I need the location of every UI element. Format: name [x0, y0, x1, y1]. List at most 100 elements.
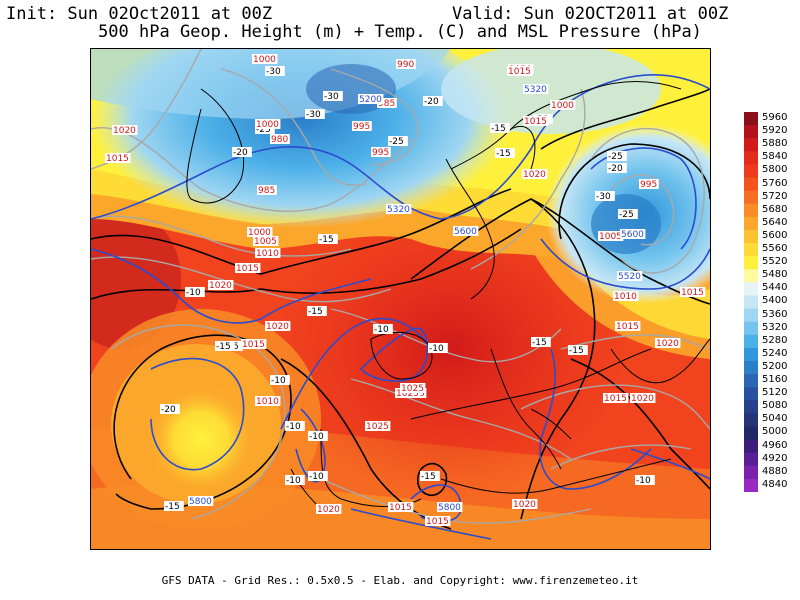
temperature-label-bg — [423, 96, 443, 106]
colorbar-level-label: 5160 — [762, 374, 788, 386]
temperature-label: -20 — [424, 97, 439, 107]
height-label-bg — [437, 502, 463, 512]
pressure-label: 1020 — [631, 394, 654, 404]
pressure-label: 1020 — [209, 281, 232, 291]
colorbar-swatch — [744, 216, 758, 231]
temperature-label: -20 — [608, 164, 623, 174]
height-label-bg — [386, 204, 412, 214]
colorbar-level-label: 5120 — [762, 387, 788, 399]
height-labels: 5320 5200 5320 5600 5520 5600 5800 5800 — [188, 84, 646, 513]
pressure-label: 1025 — [366, 422, 389, 432]
colorbar-swatch — [744, 190, 758, 205]
pressure-label-bg — [365, 421, 391, 431]
temperature-label: -10 — [286, 422, 301, 432]
pressure-label: 990 — [397, 60, 414, 70]
pressure-label: 1010 — [614, 292, 637, 302]
pressure-label: 1015 — [616, 322, 639, 332]
height-label: 5520 — [618, 272, 641, 282]
pressure-label: 1000 — [256, 120, 279, 130]
temperature-label-bg — [323, 91, 343, 101]
pressure-label-bg — [613, 291, 639, 301]
colorbar-swatch — [744, 347, 758, 362]
colorbar-swatch — [744, 478, 758, 493]
map-subtitle: 500 hPa Geop. Height (m) + Temp. (C) and… — [98, 22, 702, 42]
pressure-label: 1005 — [254, 237, 277, 247]
temperature-label: -15 — [569, 346, 584, 356]
colorbar-level-label: 5320 — [762, 321, 788, 333]
temperature-label: -30 — [306, 110, 321, 120]
pressure-label: 1010 — [256, 397, 279, 407]
colorbar-level-label: 5360 — [762, 308, 788, 320]
colorbar-swatch — [744, 229, 758, 244]
pressure-label-bg — [352, 121, 372, 131]
temperature-label-bg — [373, 324, 393, 334]
pressure-label: 1015 — [236, 264, 259, 274]
colorbar-swatch — [744, 256, 758, 270]
colorbar-level-label: 4960 — [762, 439, 788, 451]
temperature-label-bg — [635, 475, 655, 485]
temperature-label-bg — [308, 431, 328, 441]
temperature-label: -10 — [286, 476, 301, 486]
temperature-label: -15 — [421, 472, 436, 482]
colorbar-level-label: 5800 — [762, 164, 788, 176]
pressure-label: 1015 — [508, 67, 531, 77]
pressure-label-bg — [257, 185, 277, 195]
weather-map: -30-30-30-25-20-25-20-15-15-20-25-30-25-… — [90, 48, 711, 550]
temperature-label: -30 — [324, 92, 339, 102]
pressure-label-bg — [507, 66, 533, 76]
colorbar-level-label: 5920 — [762, 125, 788, 137]
pressure-label: 1000 — [248, 228, 271, 238]
temperature-label-bg — [185, 287, 205, 297]
pressure-label-bg — [680, 287, 706, 297]
pressure-label: 1020 — [266, 322, 289, 332]
temperature-label: -10 — [309, 472, 324, 482]
pressure-label: 1000 — [253, 55, 276, 65]
pressure-label-bg — [615, 321, 641, 331]
temperature-label: -30 — [266, 67, 281, 77]
height-label: 5320 — [387, 205, 410, 215]
colorbar-level-label: 5000 — [762, 426, 788, 438]
height-label-bg — [188, 496, 214, 506]
colorbar-swatch — [744, 321, 758, 336]
pressure-label-bg — [265, 321, 291, 331]
temperature-label-bg — [490, 123, 510, 133]
pressure-label: 995 — [640, 180, 657, 190]
colorbar-swatch — [744, 452, 758, 467]
pressure-label-bg — [550, 100, 576, 110]
pressure-label: 995 — [353, 122, 370, 132]
temperature-label-bg — [531, 337, 551, 347]
pressure-label: 985 — [378, 99, 395, 109]
pressure-label: 995 — [372, 148, 389, 158]
temperature-label-bg — [495, 148, 515, 158]
colorbar-level-label: 5680 — [762, 203, 788, 215]
coastlines — [186, 81, 710, 510]
pressure-label-bg — [105, 153, 131, 163]
colorbar-level-label: 5640 — [762, 216, 788, 228]
footer-credit: GFS DATA - Grid Res.: 0.5x0.5 - Elab. an… — [161, 574, 639, 587]
pressure-label: 1015 — [106, 154, 129, 164]
colorbar-level-label: 5240 — [762, 347, 788, 359]
height-label: 5200 — [359, 95, 382, 105]
pressure-label: 1025 — [396, 389, 419, 399]
pressure-label: 1015 — [524, 117, 547, 127]
temperature-label: -15 — [319, 235, 334, 245]
pressure-label-bg — [425, 516, 451, 526]
colorbar-swatch — [744, 269, 758, 283]
pressure-label-bg — [371, 147, 391, 157]
temperature-label: -15 — [491, 124, 506, 134]
temperature-label-bg — [307, 306, 327, 316]
temperature-label-bg — [388, 136, 408, 146]
colorbar-swatch — [744, 426, 758, 441]
pressure-label: 1015 — [242, 340, 265, 350]
colorbar-swatch — [744, 387, 758, 401]
pressure-label-bg — [235, 263, 261, 273]
temperature-label-bg — [285, 421, 305, 431]
temperature-label-bg — [595, 191, 615, 201]
colorbar-level-label: 5880 — [762, 138, 788, 150]
pressure-label-bg — [639, 179, 659, 189]
pressure-label: 985 — [258, 186, 275, 196]
pressure-label-bg — [253, 236, 279, 246]
pressure-label-bg — [522, 169, 548, 179]
colorbar-swatch — [744, 151, 758, 165]
pressure-label-bg — [270, 134, 290, 144]
